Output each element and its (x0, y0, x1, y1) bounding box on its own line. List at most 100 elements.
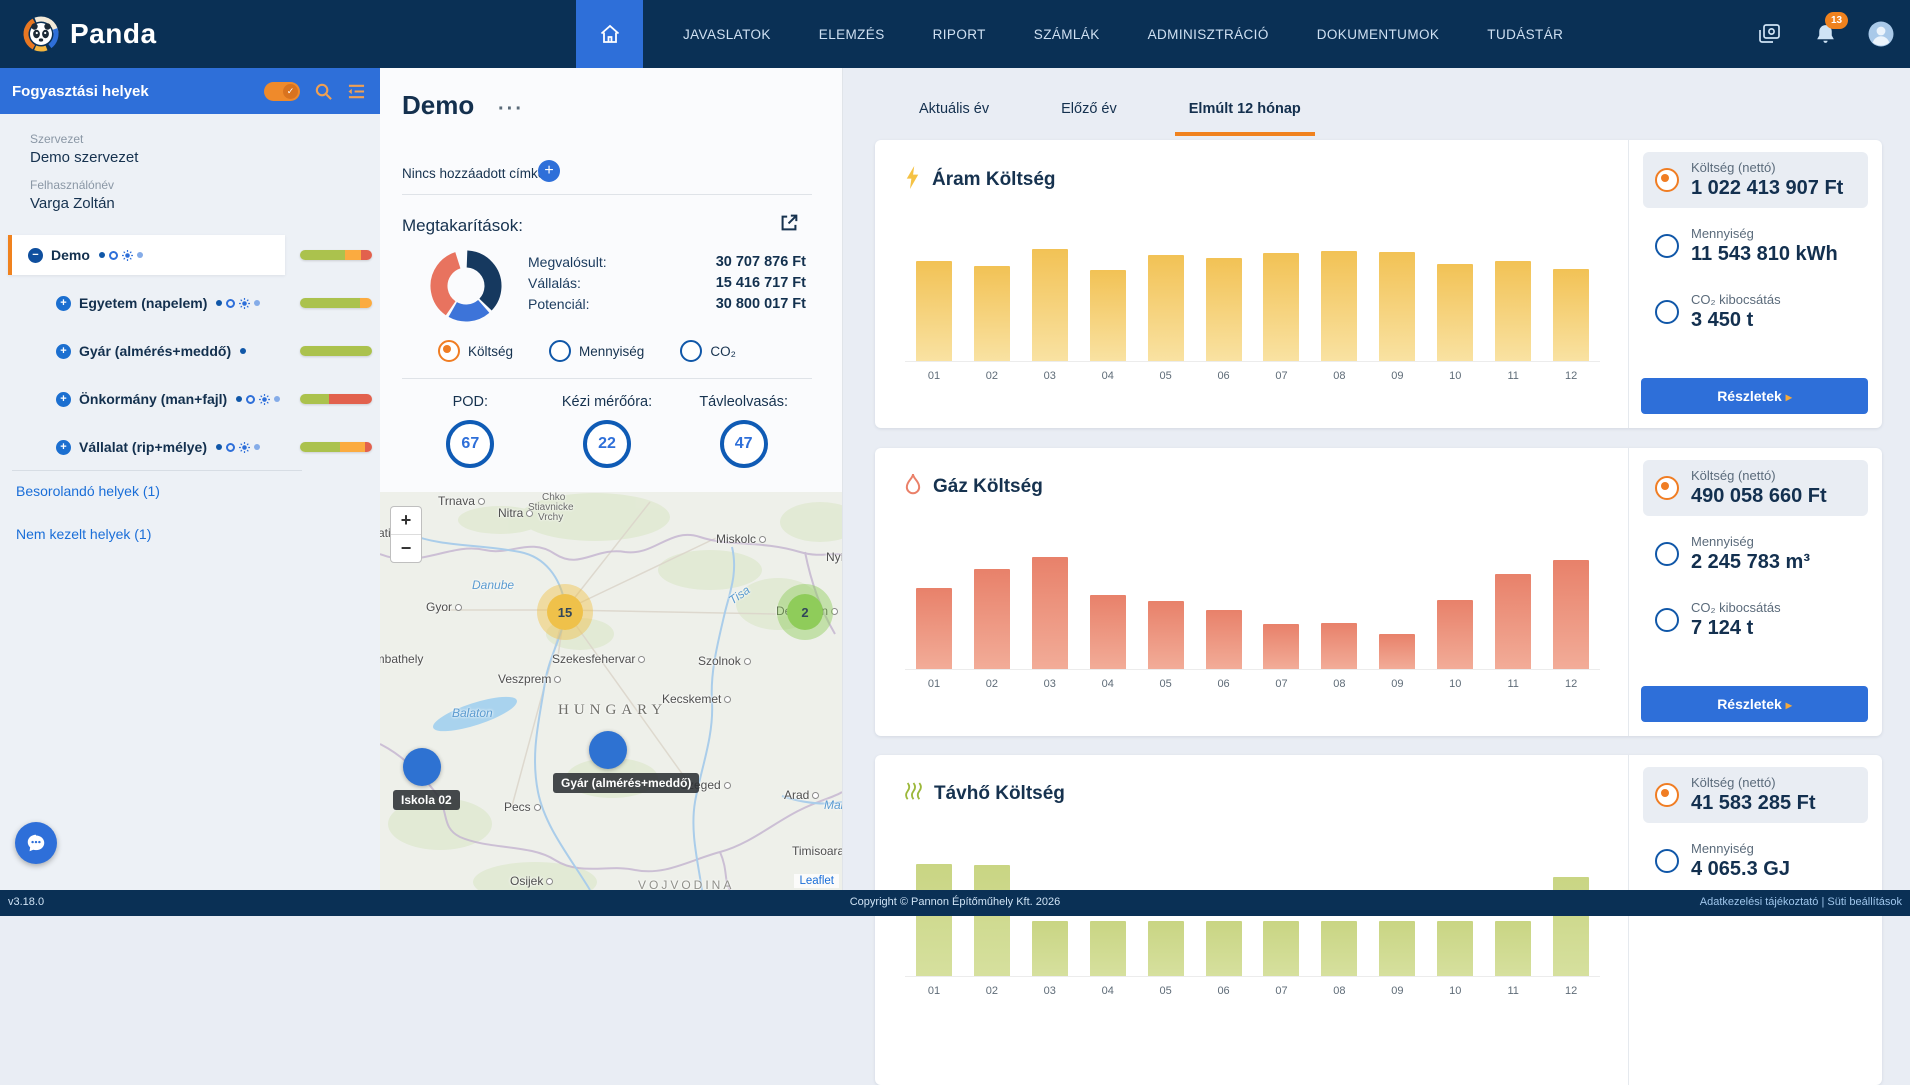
nav-item-tudastar[interactable]: TUDÁSTÁR (1487, 26, 1564, 42)
tab-last-12-months[interactable]: Elmúlt 12 hónap (1174, 82, 1315, 136)
option-co-kibocsatas[interactable]: CO₂ kibocsátás 7 124 t (1643, 592, 1868, 648)
option-koltseg-netto[interactable]: Költség (nettó) 490 058 660 Ft (1643, 460, 1868, 516)
option-mennyiseg[interactable]: Mennyiség 11 543 810 kWh (1643, 218, 1868, 274)
expand-icon[interactable]: + (56, 343, 71, 359)
expand-icon[interactable]: + (56, 391, 71, 407)
bar-month-05[interactable] (1147, 255, 1184, 361)
bar-month-07[interactable] (1263, 921, 1300, 976)
bar-month-03[interactable] (1031, 557, 1068, 669)
expand-icon[interactable]: + (56, 439, 71, 455)
details-button[interactable]: Részletek ▸ (1641, 686, 1868, 722)
nav-item-elemzes[interactable]: ELEMZÉS (818, 26, 885, 42)
option-label: Mennyiség (1691, 841, 1754, 856)
add-tag-button[interactable]: + (538, 160, 560, 182)
bar-month-08[interactable] (1321, 623, 1358, 669)
bar-month-04[interactable] (1089, 595, 1126, 669)
dot-navy-icon (216, 444, 223, 450)
bar-month-12[interactable] (1553, 560, 1590, 669)
tree-item-onkormany-man-fajl[interactable]: + Önkormány (man+fajl) (8, 379, 380, 419)
bar-month-03[interactable] (1031, 249, 1068, 361)
bar-month-02[interactable] (973, 569, 1010, 669)
bar-month-12[interactable] (1553, 269, 1590, 361)
city-dot (812, 792, 820, 800)
bar-month-09[interactable] (1379, 252, 1416, 361)
tree-item-egyetem-napelem[interactable]: + Egyetem (napelem) (8, 283, 380, 323)
counter-value[interactable]: 22 (582, 420, 631, 468)
home-button[interactable] (576, 0, 643, 68)
map-cluster-2[interactable]: 2 (777, 584, 833, 640)
bar-month-03[interactable] (1031, 921, 1068, 976)
bar-month-04[interactable] (1089, 270, 1126, 361)
bar-month-09[interactable] (1379, 634, 1416, 669)
bar-month-06[interactable] (1205, 610, 1242, 669)
link-unclassified-places[interactable]: Besorolandó helyek (1) (16, 483, 160, 499)
presentations-icon[interactable] (1754, 19, 1784, 49)
tree-item-vallalat-rip-melye[interactable]: + Vállalat (rip+mélye) (8, 427, 380, 467)
bar-month-01[interactable] (915, 261, 952, 361)
zoom-in-button[interactable]: + (400, 510, 412, 530)
search-icon[interactable] (314, 82, 333, 101)
leaflet-attribution-link[interactable]: Leaflet (794, 874, 839, 888)
counter-value[interactable]: 67 (446, 420, 495, 468)
tree-item-gyar-almeres-meddo[interactable]: + Gyár (almérés+meddő) (8, 331, 380, 371)
tab-current-year[interactable]: Aktuális év (919, 101, 990, 117)
zoom-out-button[interactable]: − (391, 534, 421, 562)
bar-month-05[interactable] (1147, 921, 1184, 976)
radio-quantity[interactable]: Mennyiség (549, 340, 644, 362)
map-marker-gyar-almeres-meddo[interactable] (589, 731, 627, 769)
map-marker-iskola-02[interactable] (403, 748, 441, 786)
more-menu-icon[interactable]: ··· (498, 98, 524, 120)
nav-item-javaslatok[interactable]: JAVASLATOK (683, 26, 771, 42)
bar-month-06[interactable] (1205, 258, 1242, 361)
bar-month-02[interactable] (973, 266, 1010, 361)
option-koltseg-netto[interactable]: Költség (nettó) 41 583 285 Ft (1643, 767, 1868, 823)
sidebar-toggle[interactable]: ✓ (264, 81, 300, 101)
nav-item-adminisztracio[interactable]: ADMINISZTRÁCIÓ (1147, 26, 1269, 42)
bar-month-07[interactable] (1263, 624, 1300, 669)
open-external-icon[interactable] (778, 212, 800, 234)
bar-month-11[interactable] (1495, 574, 1532, 669)
bar-month-02[interactable] (973, 865, 1010, 976)
tree-item-demo[interactable]: − Demo (8, 235, 380, 275)
bar-month-10[interactable] (1437, 600, 1474, 669)
x-label: 07 (1275, 985, 1288, 997)
bar-month-01[interactable] (915, 588, 952, 669)
notifications-bell-icon[interactable]: 13 (1810, 12, 1848, 49)
nav-item-riport[interactable]: RIPORT (932, 26, 986, 42)
details-button[interactable]: Részletek ▸ (1641, 378, 1868, 414)
link-unmanaged-places[interactable]: Nem kezelt helyek (1) (16, 526, 152, 542)
bar-month-04[interactable] (1089, 921, 1126, 976)
bar-month-11[interactable] (1495, 261, 1532, 361)
nav-item-dokumentumok[interactable]: DOKUMENTUMOK (1316, 26, 1440, 42)
tab-previous-year[interactable]: Előző év (1061, 101, 1117, 117)
bar-month-08[interactable] (1321, 921, 1358, 976)
bar-month-09[interactable] (1379, 921, 1416, 976)
counter-value[interactable]: 47 (719, 420, 768, 468)
tree-item-main: + Önkormány (man+fajl) (8, 379, 285, 419)
map-cluster-15[interactable]: 15 (537, 584, 593, 640)
leaflet-map[interactable]: TrnavaNitraBratislavaChkoStiavnickeVrchy… (380, 492, 842, 890)
nav-item-szamlak[interactable]: SZÁMLÁK (1033, 26, 1100, 42)
radio-cost[interactable]: Költség (438, 340, 513, 362)
bar-month-08[interactable] (1321, 251, 1358, 361)
divider (402, 194, 812, 195)
radio-co2[interactable]: CO₂ (680, 340, 736, 362)
bar-month-07[interactable] (1263, 253, 1300, 361)
bar-month-10[interactable] (1437, 264, 1474, 361)
bar-month-10[interactable] (1437, 921, 1474, 976)
bar-month-01[interactable] (915, 864, 952, 976)
option-co-kibocsatas[interactable]: CO₂ kibocsátás 3 450 t (1643, 284, 1868, 340)
bar-month-05[interactable] (1147, 601, 1184, 669)
option-mennyiseg[interactable]: Mennyiség 2 245 783 m³ (1643, 526, 1868, 582)
bar-month-06[interactable] (1205, 921, 1242, 976)
chat-button[interactable] (15, 822, 57, 864)
option-mennyiseg[interactable]: Mennyiség 4 065.3 GJ (1643, 833, 1868, 889)
expand-icon[interactable]: − (28, 247, 43, 263)
expand-icon[interactable]: + (56, 295, 71, 311)
footer-links[interactable]: Adatkezelési tájékoztató | Süti beállítá… (1699, 896, 1902, 908)
user-avatar[interactable] (1866, 19, 1896, 49)
brand-logo[interactable]: Panda (22, 0, 157, 68)
option-koltseg-netto[interactable]: Költség (nettó) 1 022 413 907 Ft (1643, 152, 1868, 208)
collapse-list-icon[interactable] (347, 83, 366, 100)
bar-month-11[interactable] (1495, 921, 1532, 976)
